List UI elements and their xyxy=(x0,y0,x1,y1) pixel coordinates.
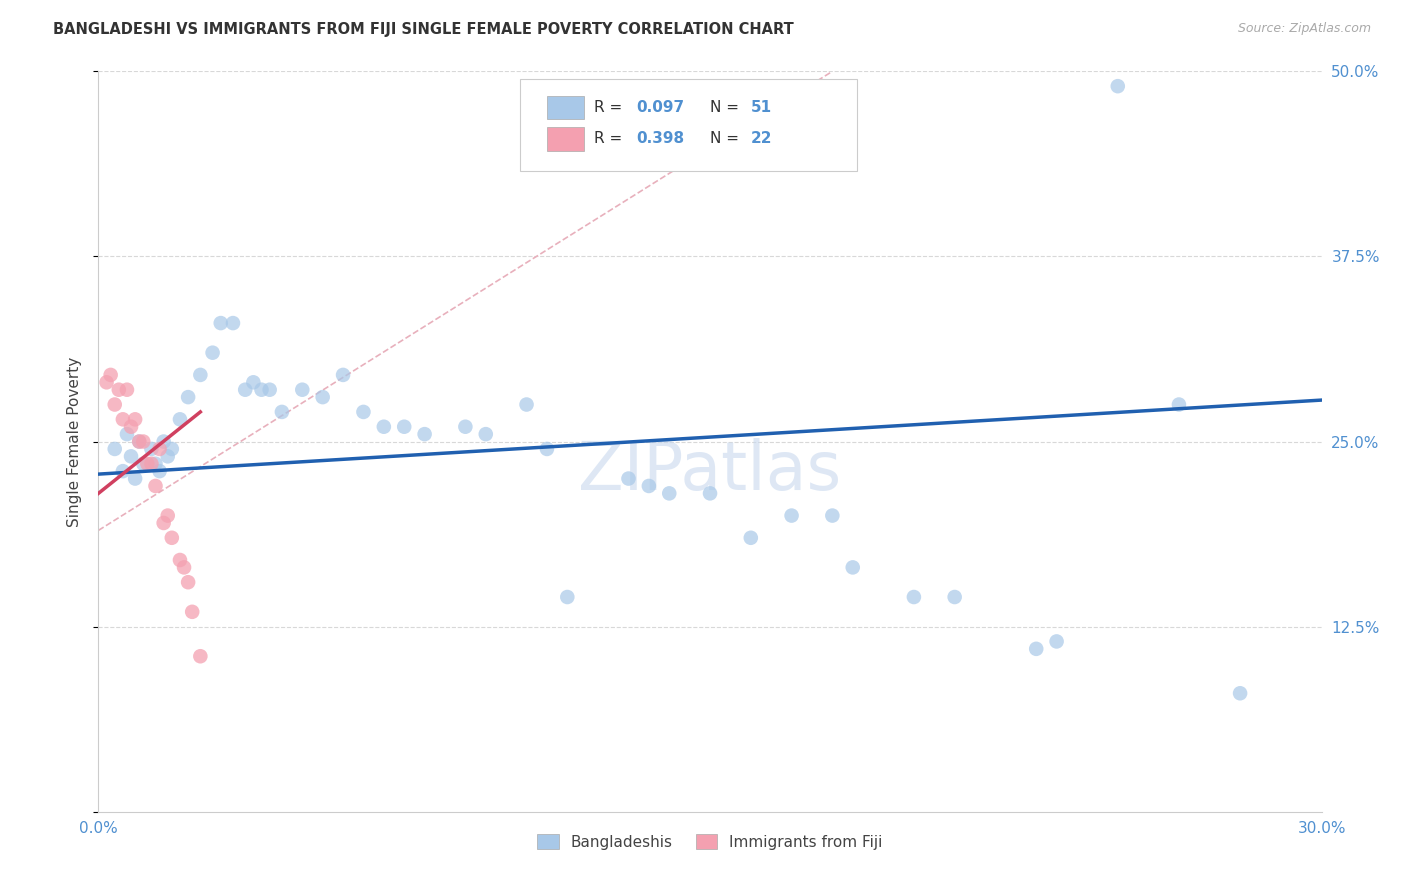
Point xyxy=(100,368,122,382)
Point xyxy=(903,590,925,604)
Point xyxy=(454,419,477,434)
Text: R =: R = xyxy=(593,100,627,115)
FancyBboxPatch shape xyxy=(520,78,856,171)
Text: BANGLADESHI VS IMMIGRANTS FROM FIJI SINGLE FEMALE POVERTY CORRELATION CHART: BANGLADESHI VS IMMIGRANTS FROM FIJI SING… xyxy=(53,22,794,37)
Point xyxy=(373,419,395,434)
Point xyxy=(111,464,134,478)
Point xyxy=(149,464,172,478)
Point xyxy=(104,397,127,411)
Point xyxy=(201,345,224,359)
Point xyxy=(173,560,195,574)
Point xyxy=(160,442,183,456)
Point xyxy=(352,405,374,419)
Point xyxy=(188,368,212,382)
Text: 51: 51 xyxy=(751,100,772,115)
Point xyxy=(104,442,127,456)
Point xyxy=(413,427,436,442)
Point xyxy=(209,316,232,330)
Text: 0.097: 0.097 xyxy=(637,100,685,115)
Point xyxy=(312,390,335,404)
Point xyxy=(658,486,681,500)
Point xyxy=(115,383,138,397)
Point xyxy=(242,376,264,390)
FancyBboxPatch shape xyxy=(547,95,583,120)
Point xyxy=(177,575,200,590)
Point xyxy=(120,450,142,464)
Point xyxy=(152,516,174,530)
Point xyxy=(145,457,167,471)
Point xyxy=(136,457,159,471)
Point xyxy=(1025,641,1047,656)
Text: Source: ZipAtlas.com: Source: ZipAtlas.com xyxy=(1237,22,1371,36)
Point xyxy=(156,450,179,464)
Point xyxy=(259,383,281,397)
Text: N =: N = xyxy=(710,100,744,115)
Point xyxy=(152,434,174,449)
Point xyxy=(617,471,640,485)
FancyBboxPatch shape xyxy=(547,127,583,151)
Point xyxy=(169,553,191,567)
Point xyxy=(177,390,200,404)
Point xyxy=(156,508,179,523)
Point xyxy=(141,457,163,471)
Point xyxy=(821,508,844,523)
Point xyxy=(222,316,245,330)
Text: 0.398: 0.398 xyxy=(637,131,685,146)
Point xyxy=(128,434,150,449)
Point xyxy=(516,397,538,411)
Point xyxy=(555,590,579,604)
Y-axis label: Single Female Poverty: Single Female Poverty xyxy=(67,357,83,526)
Point xyxy=(780,508,803,523)
Point xyxy=(96,376,118,390)
Point xyxy=(1107,79,1129,94)
Point xyxy=(132,457,155,471)
Point xyxy=(740,531,762,545)
Point xyxy=(392,419,416,434)
Point xyxy=(699,486,721,500)
Point xyxy=(120,419,142,434)
Point xyxy=(1045,634,1069,648)
Point xyxy=(536,442,558,456)
Point xyxy=(108,383,131,397)
Point xyxy=(181,605,204,619)
Point xyxy=(111,412,134,426)
Point xyxy=(332,368,354,382)
Point xyxy=(188,649,212,664)
Point xyxy=(474,427,498,442)
Point xyxy=(291,383,314,397)
Text: N =: N = xyxy=(710,131,744,146)
Text: R =: R = xyxy=(593,131,627,146)
Point xyxy=(233,383,256,397)
Text: ZIPatlas: ZIPatlas xyxy=(578,438,842,504)
Point xyxy=(160,531,183,545)
Point xyxy=(145,479,167,493)
Point xyxy=(1229,686,1251,700)
Point xyxy=(169,412,191,426)
Point xyxy=(1167,397,1189,411)
Point xyxy=(115,427,138,442)
Point xyxy=(128,434,150,449)
Point xyxy=(124,471,146,485)
Legend: Bangladeshis, Immigrants from Fiji: Bangladeshis, Immigrants from Fiji xyxy=(531,828,889,856)
Point xyxy=(149,442,172,456)
Point xyxy=(141,442,163,456)
Point xyxy=(841,560,863,574)
Point xyxy=(124,412,146,426)
Text: 22: 22 xyxy=(751,131,772,146)
Point xyxy=(943,590,966,604)
Point xyxy=(132,434,155,449)
Point xyxy=(250,383,273,397)
Point xyxy=(637,479,661,493)
Point xyxy=(270,405,294,419)
